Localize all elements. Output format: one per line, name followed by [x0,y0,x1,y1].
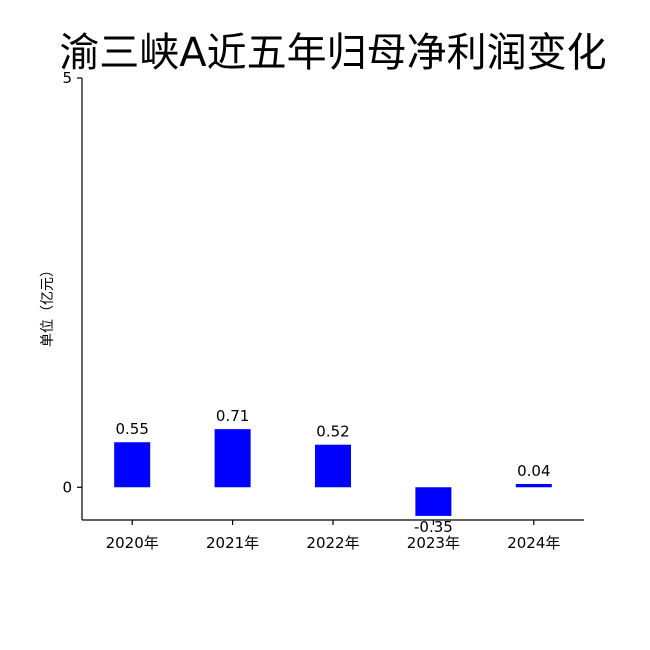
data-label: 0.71 [216,407,249,425]
data-label: 0.04 [517,462,550,480]
data-label: 0.52 [316,423,349,441]
bar [515,483,552,488]
data-labels-group: 0.55 0.71 0.52 -0.35 0.04 [115,407,550,536]
y-axis-ticks: 05 [62,69,82,496]
chart-title: 渝三峡A近五年归母净利润变化 [59,30,606,76]
x-tick-label: 2023年 [407,534,460,552]
bars-group [114,429,552,516]
y-axis-label: 单位（亿元） [40,263,56,347]
bar [214,429,251,488]
y-tick-label: 5 [62,69,72,87]
y-tick-label: 0 [62,478,72,496]
x-tick-label: 2022年 [306,534,359,552]
x-axis-ticks: 2020年 2021年 2022年 2023年 2024年 [106,520,560,552]
x-tick-label: 2024年 [507,534,560,552]
x-tick-label: 2021年 [206,534,259,552]
bar [415,487,452,516]
data-label: 0.55 [115,420,148,438]
x-tick-label: 2020年 [106,534,159,552]
bar [315,444,351,488]
bar [114,442,151,488]
data-label: -0.35 [414,518,453,536]
